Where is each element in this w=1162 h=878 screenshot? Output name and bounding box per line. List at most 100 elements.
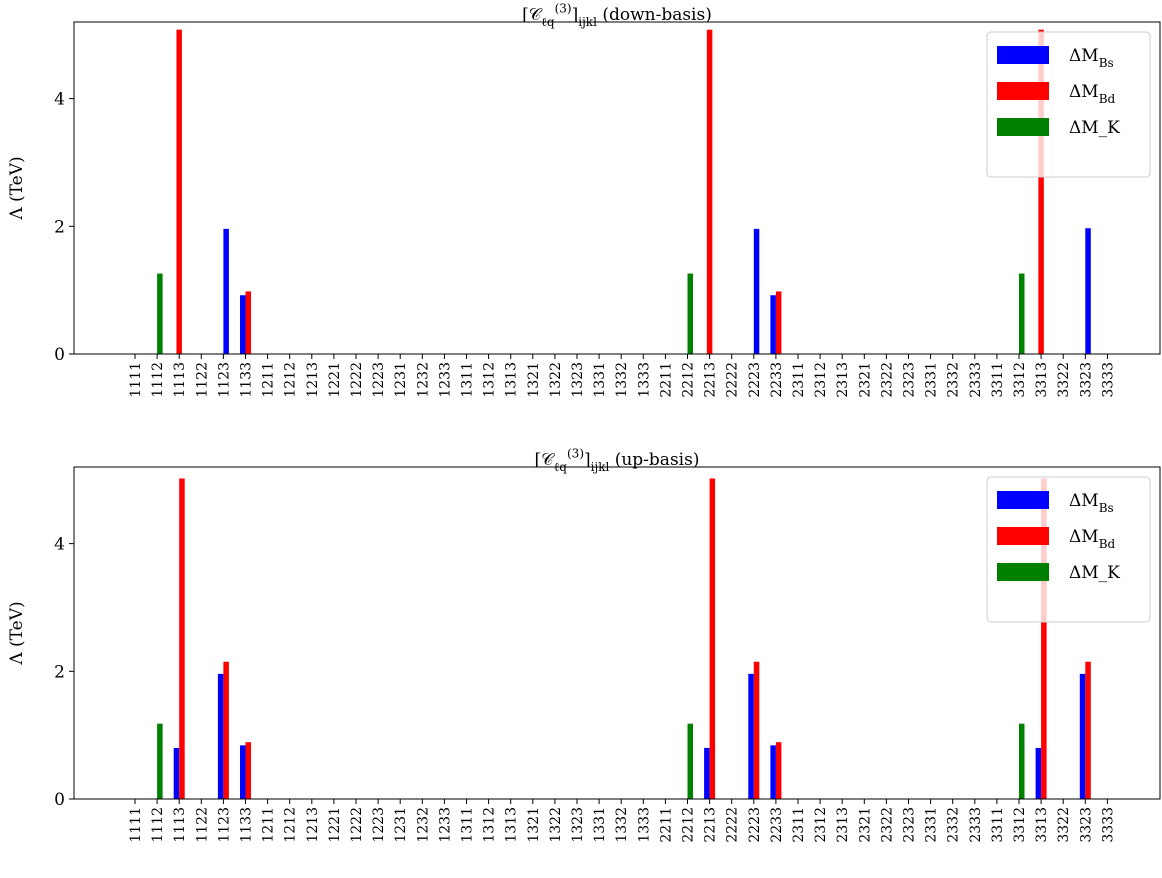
bar-1-2213 xyxy=(706,29,713,354)
x-tick-label: 2313 xyxy=(835,807,851,843)
x-tick-label: 2323 xyxy=(902,362,918,398)
x-tick-label: 2222 xyxy=(725,362,741,398)
x-tick-label: 2222 xyxy=(725,807,741,843)
bar-1-1123 xyxy=(223,661,229,799)
bar-1-2213 xyxy=(709,478,716,799)
bar-0-2223 xyxy=(753,228,760,354)
y-tick-label: 4 xyxy=(54,535,65,555)
x-tick-label: 3333 xyxy=(1100,807,1116,843)
x-tick-label: 2223 xyxy=(747,362,763,398)
bar-0-1123 xyxy=(223,228,229,354)
bar-0-2233 xyxy=(770,745,776,799)
x-tick-label: 2323 xyxy=(902,807,918,843)
x-tick-label: 1122 xyxy=(194,807,210,843)
bar-2-2212 xyxy=(687,273,693,354)
x-tick-label: 3313 xyxy=(1034,362,1050,398)
x-tick-label: 1222 xyxy=(349,807,365,843)
x-tick-label: 1331 xyxy=(592,807,608,843)
x-tick-label: 2313 xyxy=(835,362,851,398)
x-tick-label: 1111 xyxy=(128,807,144,843)
x-tick-label: 1112 xyxy=(150,807,166,843)
y-tick-label: 0 xyxy=(54,790,65,810)
plot-frame xyxy=(73,466,1161,800)
x-tick-label: 1222 xyxy=(349,362,365,398)
x-tick-label: 1323 xyxy=(570,362,586,398)
bar-2-1112 xyxy=(157,273,163,354)
legend-swatch xyxy=(997,82,1049,100)
x-tick-label: 2322 xyxy=(879,807,895,843)
bar-1-2223 xyxy=(753,661,760,799)
x-tick-label: 2333 xyxy=(968,362,984,398)
x-tick-label: 1211 xyxy=(261,807,277,843)
x-tick-label: 3322 xyxy=(1056,807,1072,843)
x-tick-label: 1123 xyxy=(216,362,232,398)
x-tick-label: 1122 xyxy=(194,362,210,398)
plot-frame xyxy=(73,21,1161,355)
x-tick-label: 1212 xyxy=(283,807,299,843)
bar-0-2213 xyxy=(704,747,710,799)
bar-2-2212 xyxy=(687,723,693,799)
legend-label: ΔM_K xyxy=(1069,118,1120,138)
x-tick-label: 1223 xyxy=(371,807,387,843)
y-tick-label: 2 xyxy=(54,662,65,682)
x-tick-label: 2322 xyxy=(879,362,895,398)
x-tick-label: 2311 xyxy=(791,362,807,398)
bar-1-2233 xyxy=(775,742,782,799)
x-tick-label: 2213 xyxy=(703,807,719,843)
x-tick-label: 2212 xyxy=(681,362,697,398)
x-tick-label: 1133 xyxy=(239,362,255,398)
x-tick-label: 1211 xyxy=(261,362,277,398)
x-tick-label: 3311 xyxy=(990,362,1006,398)
legend: ΔMBs​ ΔMBd​ ΔM_K xyxy=(986,31,1151,178)
bar-0-1133 xyxy=(240,745,246,799)
x-tick-label: 1221 xyxy=(327,807,343,843)
x-tick-label: 3322 xyxy=(1056,362,1072,398)
x-tick-label: 1113 xyxy=(172,362,188,398)
bar-1-2233 xyxy=(775,291,782,354)
x-tick-label: 1323 xyxy=(570,807,586,843)
x-tick-label: 2321 xyxy=(857,807,873,843)
legend-label: ΔMBd​ xyxy=(1069,527,1116,551)
x-tick-label: 1322 xyxy=(548,362,564,398)
x-tick-label: 1312 xyxy=(482,807,498,843)
x-tick-label: 1232 xyxy=(415,807,431,843)
x-tick-label: 2233 xyxy=(769,362,785,398)
x-tick-label: 2223 xyxy=(747,807,763,843)
x-tick-label: 1312 xyxy=(482,362,498,398)
x-tick-label: 1231 xyxy=(393,807,409,843)
x-tick-label: 1333 xyxy=(636,807,652,843)
x-tick-label: 2211 xyxy=(658,807,674,843)
chart-title: [𝒞ℓq​(3)​]ijkl​ (up-basis) xyxy=(535,446,700,474)
x-tick-label: 1232 xyxy=(415,362,431,398)
x-tick-label: 2213 xyxy=(703,362,719,398)
legend-label: ΔM_K xyxy=(1069,563,1120,583)
x-tick-label: 1332 xyxy=(614,807,630,843)
legend-swatch xyxy=(997,118,1049,136)
x-tick-label: 1231 xyxy=(393,362,409,398)
bar-0-1133 xyxy=(240,295,246,354)
x-tick-label: 1311 xyxy=(460,807,476,843)
x-tick-label: 1113 xyxy=(172,807,188,843)
x-tick-label: 1212 xyxy=(283,362,299,398)
x-tick-label: 3333 xyxy=(1100,362,1116,398)
legend-label: ΔMBs​ xyxy=(1069,46,1114,70)
legend-label: ΔMBs​ xyxy=(1069,491,1114,515)
x-tick-label: 1332 xyxy=(614,362,630,398)
x-tick-label: 1112 xyxy=(150,362,166,398)
bar-0-3323 xyxy=(1085,228,1091,354)
chart-title: [𝒞ℓq​(3)​]ijkl​ (down-basis) xyxy=(522,1,712,29)
y-tick-label: 0 xyxy=(54,345,65,365)
bar-0-1123 xyxy=(217,673,224,799)
x-tick-label: 2332 xyxy=(946,362,962,398)
x-tick-label: 2333 xyxy=(968,807,984,843)
x-tick-label: 1133 xyxy=(239,807,255,843)
x-tick-label: 1233 xyxy=(437,362,453,398)
y-axis-label: Λ (TeV) xyxy=(7,601,27,665)
x-tick-label: 2331 xyxy=(924,807,940,843)
chart-panel-1: [𝒞ℓq​(3)​]ijkl​ (down-basis) 1111 1112 1113… xyxy=(7,1,1161,398)
legend-swatch xyxy=(997,527,1049,545)
x-tick-label: 1321 xyxy=(526,807,542,843)
bar-1-1133 xyxy=(245,742,251,799)
x-tick-label: 2212 xyxy=(681,807,697,843)
bar-1-1113 xyxy=(179,478,185,799)
